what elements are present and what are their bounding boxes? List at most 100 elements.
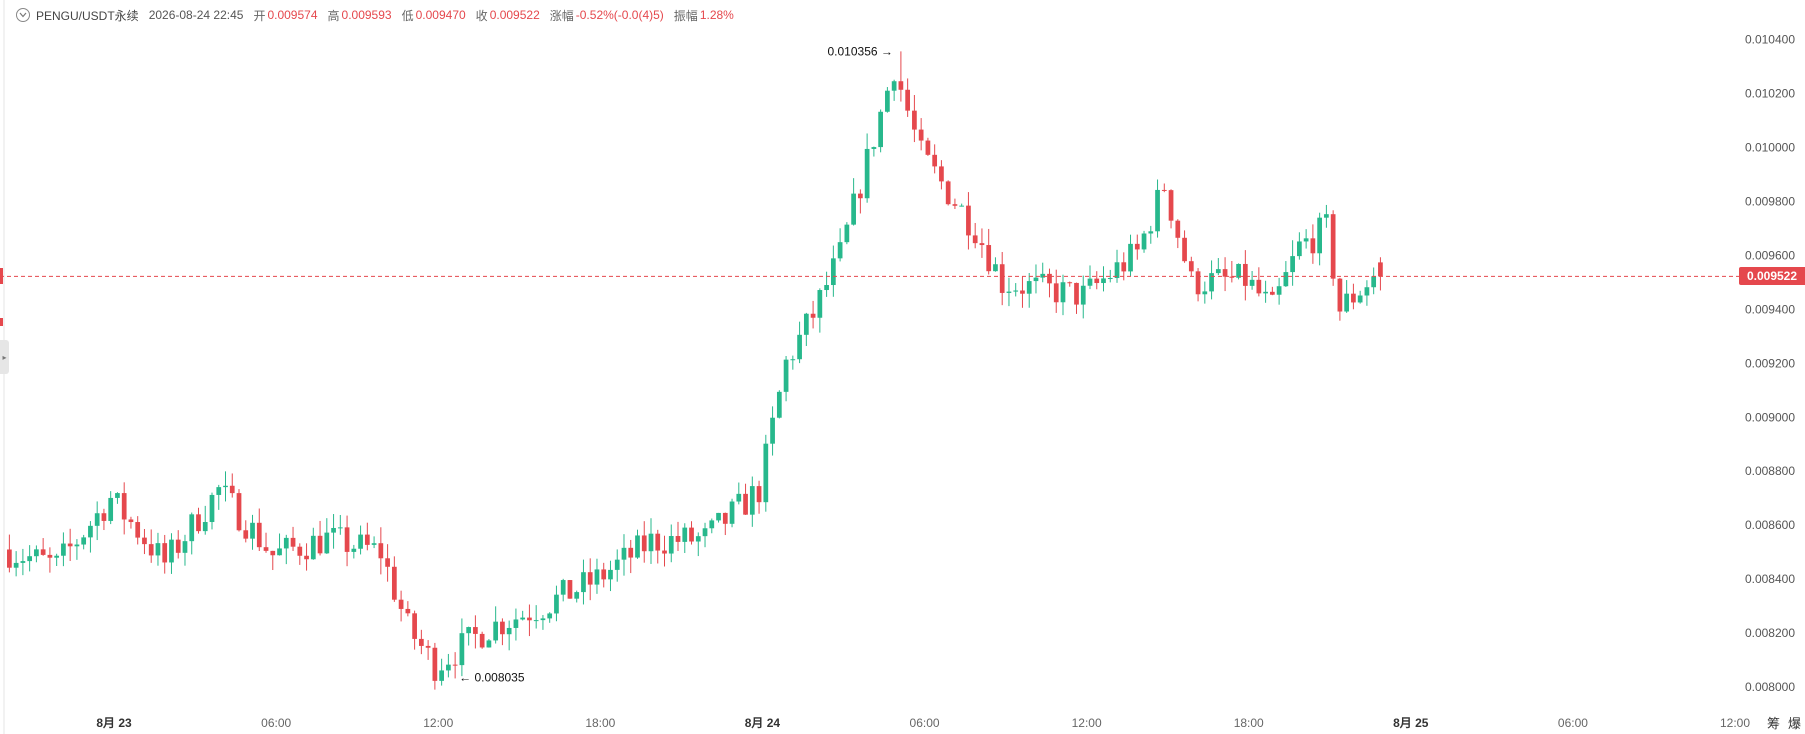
candle-body <box>621 547 627 560</box>
symbol-name[interactable]: PENGU/USDT永续 <box>36 8 139 23</box>
candle-body <box>364 534 370 545</box>
candle-body <box>1378 262 1383 277</box>
candle-body <box>202 522 208 532</box>
candle-body <box>1182 237 1187 262</box>
change-value: -0.52%(-0.0(4)5) <box>575 8 664 22</box>
chevron-down-icon[interactable] <box>16 8 30 22</box>
candle-body <box>1242 263 1248 286</box>
chips-button[interactable]: 筹 <box>1766 716 1780 731</box>
candle-body <box>905 89 911 111</box>
candle-body <box>412 613 417 639</box>
left-edge-dot <box>0 318 3 326</box>
candle-body <box>216 487 222 495</box>
price-tick-label: 0.009200 <box>1745 356 1795 370</box>
ohlc-header: PENGU/USDT永续 2026-08-24 22:45 开 0.009574… <box>16 4 734 26</box>
candle-body <box>1229 276 1235 278</box>
price-tick-label: 0.010200 <box>1745 86 1795 100</box>
candle-body <box>1202 291 1208 295</box>
candle-body <box>20 561 26 563</box>
candle-body <box>1168 190 1174 221</box>
liquidation-button[interactable]: 爆 <box>1787 716 1801 731</box>
candle-body <box>250 522 255 539</box>
candle-body <box>486 640 492 648</box>
candle-body <box>27 556 33 562</box>
candle-body <box>898 81 904 90</box>
candle-body <box>358 534 363 549</box>
candle-body <box>689 527 694 542</box>
extreme-markers: 0.010356 → ← 0.008035 <box>459 44 893 684</box>
price-tick-label: 0.010400 <box>1745 32 1795 46</box>
candle-body <box>324 532 330 554</box>
candles <box>7 51 1383 690</box>
candle-body <box>1290 256 1295 273</box>
candle-body <box>344 527 350 552</box>
candle-body <box>675 536 681 542</box>
candle-body <box>966 205 971 236</box>
candle-body <box>459 633 465 666</box>
candle-body <box>695 536 701 542</box>
price-tick-label: 0.008400 <box>1745 572 1795 586</box>
candle-body <box>1344 293 1350 312</box>
candle-body <box>560 580 566 595</box>
time-tick-label: 12:00 <box>423 716 453 730</box>
candle-body <box>1317 217 1322 254</box>
candle-body <box>378 543 384 559</box>
close-value: 0.009522 <box>489 8 540 22</box>
candle-body <box>635 535 640 558</box>
candle-body <box>121 493 127 520</box>
candle-body <box>939 166 944 182</box>
candle-body <box>763 443 769 503</box>
candle-body <box>371 543 377 545</box>
time-tick-label: 8月 25 <box>1393 716 1429 730</box>
candle-body <box>1236 263 1241 278</box>
price-axis: 0.010400 0.010200 0.010000 0.009800 0.009600… <box>1745 32 1795 694</box>
candle-body <box>1141 233 1147 250</box>
candle-body <box>709 520 715 529</box>
candle-body <box>1148 231 1154 234</box>
candle-body <box>256 522 262 548</box>
time-tick-label: 12:00 <box>1720 716 1750 730</box>
candle-body <box>1215 269 1221 274</box>
candle-body <box>594 569 600 585</box>
candle-body <box>243 530 249 539</box>
candle-body <box>979 243 985 246</box>
candle-body <box>1047 273 1052 284</box>
candle-body <box>878 111 883 148</box>
candle-body <box>1155 189 1160 232</box>
corner-tools: 筹 爆 <box>1767 713 1801 732</box>
candle-body <box>94 513 100 526</box>
candle-body <box>506 627 512 635</box>
candle-body <box>999 264 1005 293</box>
candle-body <box>1040 273 1046 278</box>
price-tick-label: 0.009600 <box>1745 248 1795 262</box>
candle-body <box>223 485 228 488</box>
candle-body <box>169 539 174 563</box>
candle-body <box>54 555 60 558</box>
candle-body <box>601 569 607 580</box>
candle-body <box>641 535 647 552</box>
sidebar-expand-handle[interactable]: ▸ <box>0 340 9 374</box>
candle-body <box>655 533 661 551</box>
candle-body <box>662 550 667 554</box>
candle-body <box>1209 273 1214 292</box>
candle-body <box>959 205 965 207</box>
candle-body <box>290 537 296 547</box>
candle-body <box>1134 243 1140 250</box>
price-tick-label: 0.009400 <box>1745 302 1795 316</box>
candle-body <box>1283 272 1289 287</box>
amplitude-label: 振幅 <box>673 8 698 23</box>
candle-body <box>1033 277 1039 282</box>
candle-body <box>587 572 593 585</box>
time-tick-label: 06:00 <box>1558 716 1588 730</box>
candle-body <box>1006 291 1012 293</box>
candle-body <box>304 555 309 560</box>
candle-body <box>824 285 829 291</box>
candle-body <box>229 485 235 494</box>
candle-body <box>668 536 674 554</box>
candle-body <box>581 572 586 593</box>
candle-body <box>803 313 809 335</box>
candle-body <box>1297 241 1302 257</box>
candle-body <box>1310 238 1316 254</box>
candle-body <box>527 617 532 621</box>
